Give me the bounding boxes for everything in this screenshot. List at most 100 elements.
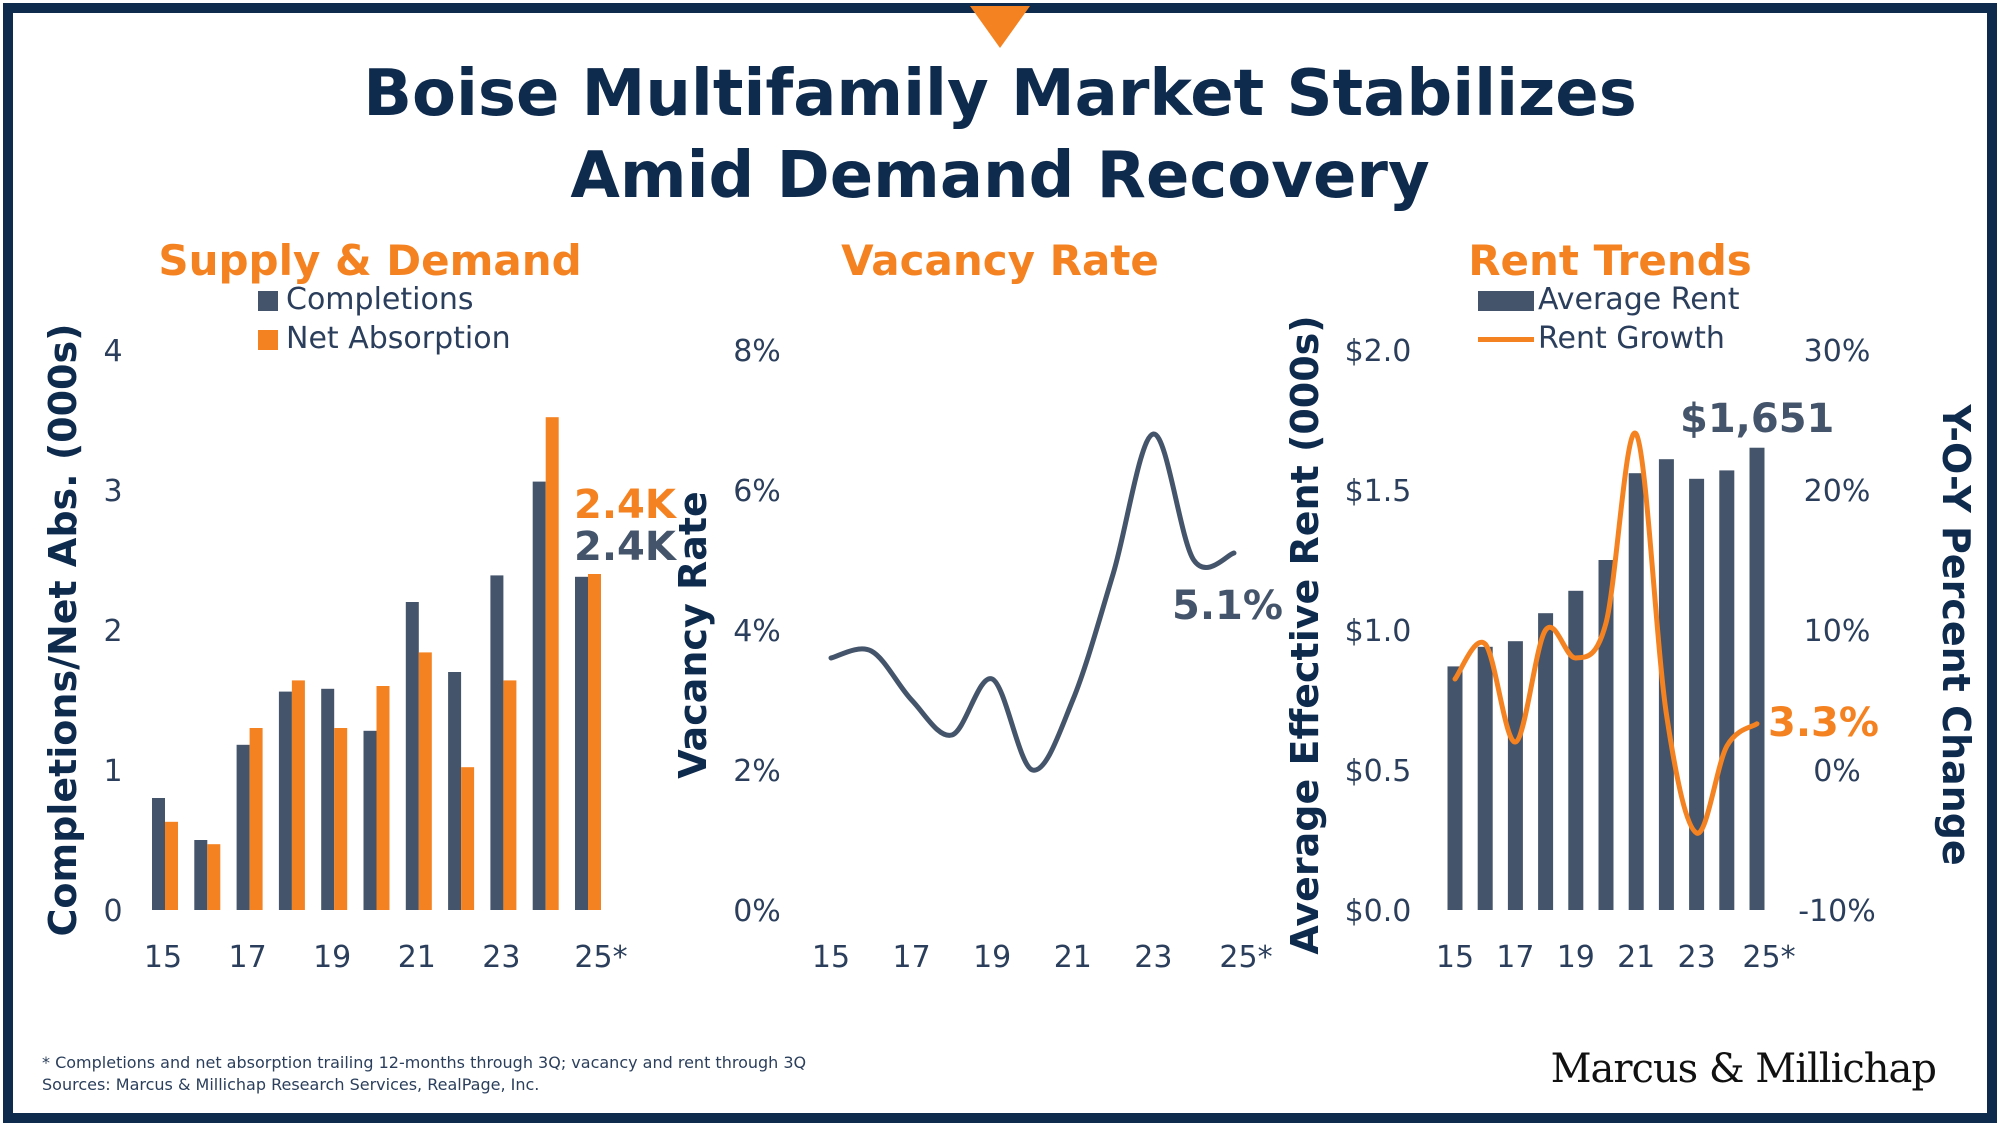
average-rent-bar: [1447, 666, 1463, 910]
y-tick-label: $0.5: [1345, 754, 1412, 789]
completions-bar: [194, 840, 208, 910]
vacancy-rate-line: [828, 431, 1237, 773]
x-tick-label: 21: [1617, 940, 1655, 975]
annotation-completions: 2.4K: [574, 524, 678, 570]
average-rent-bar: [1507, 641, 1523, 910]
y-tick-label: $1.5: [1345, 474, 1412, 509]
net-absorption-bar: [588, 574, 601, 910]
net-absorption-bar: [545, 417, 559, 910]
legend-swatch-rent-growth: [1478, 337, 1534, 342]
y-tick-label: 0: [103, 894, 122, 929]
average-rent-bar: [1477, 646, 1493, 910]
legend-label-net-absorption: Net Absorption: [286, 321, 511, 356]
y-tick-label: 4: [103, 334, 122, 369]
net-absorption-bar: [461, 767, 475, 910]
y-tick-label: 6%: [733, 474, 781, 509]
net-absorption-bar: [334, 728, 348, 910]
x-tick-label: 25*: [1742, 940, 1795, 975]
legend-label-average-rent: Average Rent: [1538, 282, 1740, 317]
y-tick-label: $0.0: [1345, 894, 1412, 929]
average-rent-bar: [1568, 590, 1584, 910]
average-rent-bar: [1658, 459, 1674, 910]
completions-bar: [575, 576, 588, 910]
main-title-line2: Amid Demand Recovery: [570, 139, 1430, 213]
completions-bar: [532, 481, 546, 910]
sources-note: Sources: Marcus & Millichap Research Ser…: [42, 1075, 540, 1094]
y-tick-label: $2.0: [1345, 334, 1412, 369]
y-tick-label: 1: [103, 754, 122, 789]
annotation-average-rent: $1,651: [1680, 396, 1834, 442]
y-tick-label: $1.0: [1345, 614, 1412, 649]
net-absorption-bar: [291, 680, 305, 910]
completions-bar: [448, 672, 462, 910]
y2-tick-label: -10%: [1798, 894, 1876, 929]
legend-swatch-net-absorption: [258, 329, 278, 350]
legend-label-rent-growth: Rent Growth: [1538, 321, 1725, 356]
legend-swatch-average-rent: [1478, 290, 1534, 311]
y-tick-label: 4%: [733, 614, 781, 649]
y2-tick-label: 30%: [1804, 334, 1871, 369]
annotation-net-absorption: 2.4K: [574, 482, 678, 528]
y2-axis-title: Y-O-Y Percent Change: [1934, 403, 1978, 865]
panel3-title: Rent Trends: [1468, 236, 1752, 285]
x-tick-label: 23: [1678, 940, 1716, 975]
average-rent-bar: [1749, 447, 1765, 910]
x-tick-label: 15: [1436, 940, 1474, 975]
legend-label-completions: Completions: [286, 282, 474, 317]
x-tick-label: 23: [1134, 940, 1172, 975]
net-absorption-bar: [165, 821, 178, 910]
x-tick-label: 15: [812, 940, 850, 975]
completions-bar: [152, 798, 165, 910]
y2-tick-label: 0%: [1813, 754, 1861, 789]
legend-swatch-completions: [258, 290, 278, 311]
y2-tick-label: 20%: [1804, 474, 1871, 509]
y-tick-label: 8%: [733, 334, 781, 369]
y-tick-label: 0%: [733, 894, 781, 929]
legend-completions: Completions: [258, 282, 473, 317]
y-axis-title: Vacancy Rate: [671, 491, 715, 779]
legend-average-rent: Average Rent: [1478, 282, 1739, 317]
completions-bar: [490, 575, 504, 910]
average-rent-bar: [1719, 470, 1735, 910]
completions-bar: [363, 730, 377, 910]
x-tick-label: 25*: [574, 940, 627, 975]
main-title-line1: Boise Multifamily Market Stabilizes: [363, 57, 1637, 131]
average-rent-bar: [1689, 478, 1705, 910]
completions-bar: [236, 744, 250, 910]
legend-net-absorption: Net Absorption: [258, 321, 511, 356]
footnote: * Completions and net absorption trailin…: [42, 1053, 807, 1072]
y2-tick-label: 10%: [1804, 614, 1871, 649]
x-tick-label: 19: [973, 940, 1011, 975]
x-tick-label: 19: [1557, 940, 1595, 975]
x-tick-label: 19: [313, 940, 351, 975]
y-tick-label: 3: [103, 474, 122, 509]
x-tick-label: 25*: [1219, 940, 1272, 975]
completions-bar: [278, 691, 292, 910]
rent-growth-line: [1452, 430, 1760, 836]
average-rent-bar: [1538, 613, 1554, 910]
x-tick-label: 17: [893, 940, 931, 975]
average-rent-bar: [1598, 560, 1614, 910]
y-tick-label: 2%: [733, 754, 781, 789]
completions-bar: [321, 688, 335, 910]
net-absorption-bar: [207, 844, 221, 910]
x-tick-label: 17: [1496, 940, 1534, 975]
y-tick-label: 2: [103, 614, 122, 649]
net-absorption-bar: [418, 652, 432, 910]
x-tick-label: 21: [398, 940, 436, 975]
y-axis-title: Average Effective Rent (000s): [1283, 315, 1327, 954]
y-axis-title: Completions/Net Abs. (000s): [41, 324, 85, 937]
average-rent-bar: [1628, 473, 1644, 910]
x-tick-label: 17: [229, 940, 267, 975]
marcus-millichap-logo: Marcus & Millichap: [1550, 1046, 1937, 1092]
panel2-title: Vacancy Rate: [841, 236, 1159, 285]
x-tick-label: 15: [144, 940, 182, 975]
net-absorption-bar: [376, 686, 390, 910]
legend-rent-growth: Rent Growth: [1478, 321, 1725, 356]
completions-bar: [405, 602, 419, 910]
panel1-title: Supply & Demand: [158, 236, 582, 285]
x-tick-label: 23: [482, 940, 520, 975]
x-tick-label: 21: [1054, 940, 1092, 975]
